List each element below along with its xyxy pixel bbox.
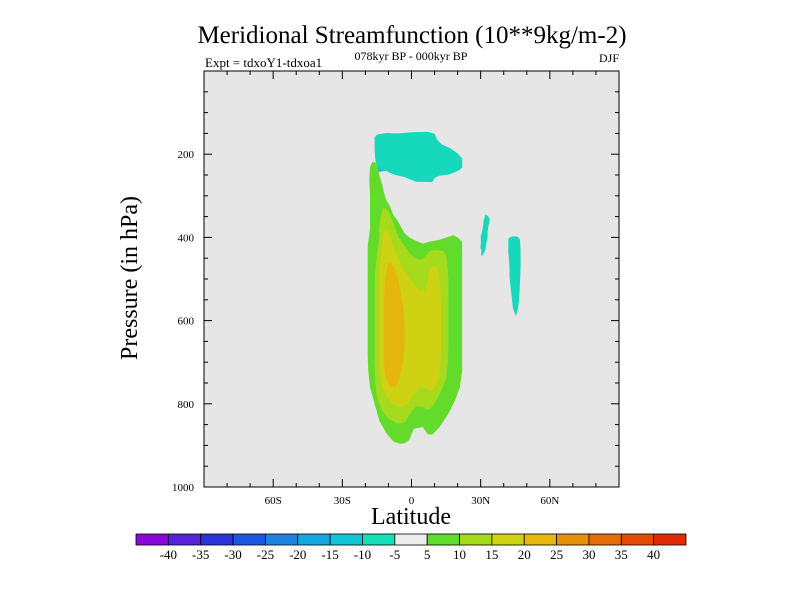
y-tick-label: 1000 — [172, 482, 195, 494]
colorbar-labels: -40 -35 -30 -25 -20 -15 -10 -5 5 10 15 20 25 30 35 40 — [160, 547, 660, 562]
colorbar-box — [491, 533, 525, 546]
x-tick-label: 60N — [540, 495, 559, 507]
colorbar-box — [265, 533, 299, 546]
x-tick-label: 60S — [265, 495, 282, 507]
colorbar-label: 15 — [485, 547, 498, 562]
colorbar-box — [297, 533, 331, 546]
colorbar-box — [394, 533, 428, 546]
x-tick-label: 30S — [334, 495, 351, 507]
colorbar-label: -10 — [354, 547, 371, 562]
colorbar-box — [588, 533, 622, 546]
colorbar-label: -35 — [192, 547, 209, 562]
colorbar-box — [459, 533, 493, 546]
colorbar-label: 10 — [453, 547, 466, 562]
colorbar-label: 35 — [615, 547, 628, 562]
colorbar-label: 30 — [582, 547, 595, 562]
colorbar-box — [135, 533, 169, 546]
colorbar-box — [329, 533, 363, 546]
colorbar-label: -20 — [289, 547, 306, 562]
colorbar-label: -5 — [389, 547, 400, 562]
contour-region-4 — [508, 236, 521, 316]
axis-tick-labels: 60S 30S 0 30N 60N 200 400 600 800 1000 — [172, 149, 559, 507]
season-label: DJF — [599, 51, 619, 65]
colorbar-box — [523, 533, 557, 546]
colorbar-label: 40 — [647, 547, 660, 562]
contour-region-8 — [383, 263, 405, 388]
colorbar-label: -40 — [160, 547, 177, 562]
colorbar-label: 25 — [550, 547, 563, 562]
x-tick-label: 0 — [409, 495, 415, 507]
colorbar-boxes — [135, 533, 687, 546]
colorbar-label: -30 — [224, 547, 241, 562]
contour-region-3 — [480, 214, 490, 256]
colorbar-box — [362, 533, 396, 546]
y-tick-label: 600 — [178, 316, 195, 328]
x-axis-title: Latitude — [371, 504, 451, 530]
x-tick-label: 30N — [471, 495, 490, 507]
colorbar-box — [620, 533, 655, 546]
colorbar-box — [167, 533, 202, 546]
colorbar-box — [556, 533, 590, 546]
colorbar-label: 5 — [424, 547, 431, 562]
axis-ticks — [203, 71, 620, 488]
colorbar-label: 20 — [518, 547, 531, 562]
y-tick-label: 400 — [178, 232, 195, 244]
y-tick-label: 200 — [178, 149, 195, 161]
y-tick-label: 800 — [178, 399, 195, 411]
contour-fills — [367, 131, 521, 444]
y-axis-title: Pressure (in hPa) — [117, 196, 143, 360]
colorbar-box — [232, 533, 266, 546]
contour-region-2 — [374, 131, 463, 183]
experiment-label: Expt = tdxoY1-tdxoa1 — [205, 55, 322, 70]
colorbar: -40 -35 -30 -25 -20 -15 -10 -5 5 10 15 20 25 30 35 40 — [135, 533, 687, 562]
chart-title: Meridional Streamfunction (10**9kg/m-2) — [197, 22, 626, 49]
colorbar-label: -15 — [321, 547, 338, 562]
plot-area: 60S 30S 0 30N 60N 200 400 600 800 1000 — [172, 70, 620, 507]
colorbar-box — [426, 533, 460, 546]
colorbar-box — [653, 533, 687, 546]
period-label: 078kyr BP - 000kyr BP — [355, 49, 468, 63]
colorbar-box — [200, 533, 234, 546]
colorbar-label: -25 — [257, 547, 274, 562]
